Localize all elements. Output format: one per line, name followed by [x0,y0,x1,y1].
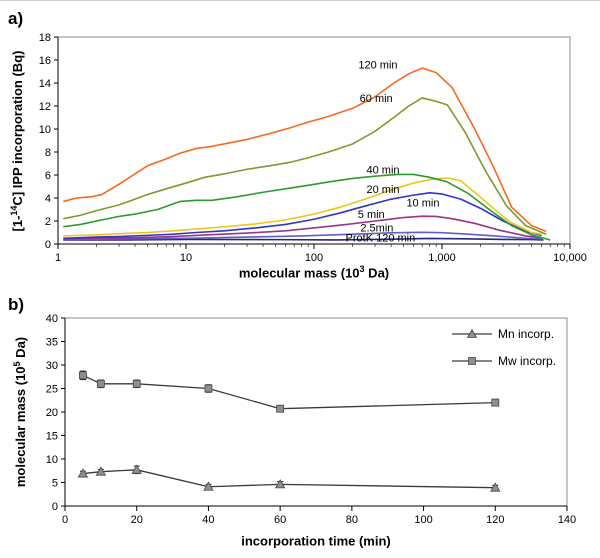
y-axis-tick-label: 14 [39,78,51,90]
curve-label-60-min: 60 min [360,93,393,105]
x-axis-tick-label: 10 [180,252,192,264]
x-axis-tick-label: 10,000 [553,252,587,264]
panel-b-y-axis-title-sup: 5 [11,361,22,367]
x-axis-tick-label: 120 [486,514,504,526]
series-line-5-min [63,215,542,240]
panel-a-y-axis-title: [1-14C] IPP incorporation (Bq) [9,51,25,232]
series-line-60-min [63,97,547,235]
x-axis-tick-label: 100 [414,514,432,526]
curve-label-10-min: 10 min [406,198,439,210]
curve-label-2-5min: 2.5min [360,222,393,234]
series-line-protk-120-min [63,237,544,241]
series-line-mn-incorp [82,469,496,489]
y-axis-tick-label: 40 [46,313,58,325]
panel-a-x-axis-title: molecular mass (103 Da) [58,264,570,280]
panel-a-chart: 0 2 4 6 8 10 12 14 16 18 1 10 100 1,000 10,000 120 min 6… [39,32,587,264]
panel-a-x-axis-title-sup: 3 [359,264,365,274]
curve-label-40-min: 40 min [366,164,399,176]
series-marker-mn-incorp [490,482,501,492]
panel-b-chart: 0 5 10 15 20 25 30 35 40 0 20 40 60 80 100 120 140 Mn inc… [46,313,576,526]
y-axis-tick-label: 6 [45,170,51,182]
legend-label-mn-incorp: Mn incorp. [498,327,554,341]
panel-b-label: b) [8,295,25,314]
series-marker-mn-incorp [274,479,286,489]
x-axis-tick-label: 20 [131,514,143,526]
x-axis-tick-label: 1 [55,252,61,264]
series-line-20-min [63,177,542,237]
curve-label-20-min: 20 min [366,184,399,196]
panel-b-y-axis-title: molecular mass (105 Da) [12,337,28,487]
series-marker-mn-incorp [131,464,142,474]
y-axis-tick-label: 20 [46,407,58,419]
plot-border-b [64,317,568,507]
y-axis-tick-label: 0 [45,239,51,251]
series-marker-mn-incorp [95,466,107,476]
x-axis-tick-label: 140 [558,514,576,526]
x-axis-tick-label: 1,000 [428,252,456,264]
series-marker-mn-incorp [77,468,89,478]
series-marker-mw-incorp [204,384,213,393]
series-line-10-min [63,192,542,240]
legend-marker-mw-incorp [468,357,476,365]
panel-b-y-axis-title-unit: Da) [13,336,29,362]
y-axis-tick-label: 30 [46,360,58,372]
y-axis-tick-label: 4 [45,193,51,205]
y-axis-tick-label: 2 [45,216,51,228]
x-axis-tick-label: 80 [346,514,358,526]
legend-label-mw-incorp: Mw incorp. [498,354,556,368]
panel-a-y-axis-title-unit: C] IPP incorporation (Bq) [10,50,26,206]
series-line-120-min [63,67,547,233]
y-axis-tick-label: 0 [52,501,58,513]
panel-b-y-axis-title-text: molecular mass (10 [13,366,29,488]
series-marker-mw-incorp [276,404,285,413]
series-line-mw-incorp [82,374,496,410]
curve-label-protk-120-min: ProtK 120 min [346,233,416,245]
y-axis-tick-label: 35 [46,337,58,349]
panel-b-x-axis-title: incorporation time (min) [65,532,567,548]
y-axis-tick-label: 15 [46,431,58,443]
series-line-40-min [63,173,551,241]
panel-a-y-axis-title-text: [1- [10,215,26,232]
series-line-2-5min [63,231,542,241]
x-axis-tick-label: 100 [305,252,323,264]
x-axis-tick-label: 0 [62,514,68,526]
y-axis-tick-label: 16 [39,55,51,67]
y-axis-tick-label: 18 [39,32,51,44]
y-axis-tick-label: 10 [39,124,51,136]
panel-b-x-axis-title-text: incorporation time (min) [241,533,391,549]
panel-a-y-axis-title-sup: 14 [8,205,19,216]
y-axis-tick-label: 8 [45,147,51,159]
series-marker-mw-incorp [96,379,105,388]
x-axis-tick-label: 40 [202,514,214,526]
legend-marker-mn-incorp [466,328,478,338]
y-axis-tick-label: 25 [46,384,58,396]
curve-label-120-min: 120 min [358,60,397,72]
panel-a-x-axis-title-text: molecular mass (10 [238,265,360,281]
panel-a-label: a) [8,9,24,28]
y-axis-tick-label: 5 [52,478,58,490]
x-axis-tick-label: 60 [274,514,286,526]
series-marker-mw-incorp [491,398,500,407]
curve-label-5-min: 5 min [358,209,385,221]
y-axis-tick-label: 12 [39,101,51,113]
y-axis-tick-label: 10 [46,454,58,466]
panel-a-x-axis-title-unit: Da) [364,265,390,281]
series-marker-mn-incorp [203,481,214,491]
series-marker-mw-incorp [79,371,87,380]
series-marker-mw-incorp [132,379,141,388]
